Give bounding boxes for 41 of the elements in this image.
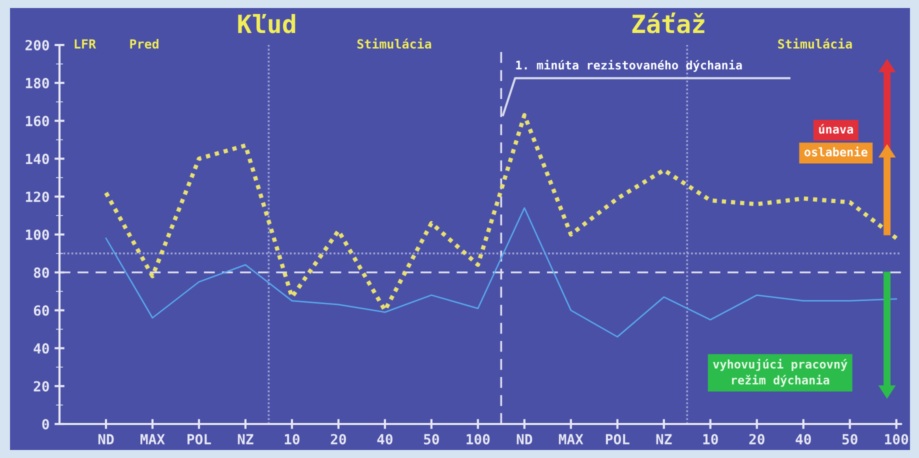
x-tick-label: 100 [885, 434, 908, 444]
y-axis-title: LFR [74, 39, 96, 48]
annotation: Pred [130, 38, 158, 49]
x-tick-label: NZ [238, 434, 254, 444]
y-tick-label: 100 [26, 229, 49, 240]
y-tick-label: 60 [34, 305, 49, 316]
y-tick-label: 140 [26, 154, 49, 164]
x-tick-label: MAX [558, 434, 584, 444]
text: Záťaž [632, 12, 704, 34]
x-tick-label: MAX [140, 434, 165, 444]
y-tick-label: 80 [34, 267, 49, 278]
x-tick-label: 20 [330, 434, 346, 444]
y-tick-label: 40 [34, 343, 49, 354]
y-tick-label: 180 [26, 78, 49, 88]
y-tick-label: 160 [26, 116, 49, 126]
x-tick-label: 40 [796, 434, 811, 444]
x-tick-label: 40 [377, 434, 392, 444]
annotation: 1. minúta rezistovaného dýchania [516, 60, 742, 72]
x-tick-label: POL [606, 434, 630, 444]
line-series [105, 207, 898, 338]
y-tick-label: 20 [34, 381, 49, 392]
x-tick-label: 20 [749, 434, 764, 444]
y-tick-label: 120 [26, 192, 49, 202]
annotation: únava [819, 124, 853, 134]
x-tick-label: POL [188, 434, 211, 444]
x-tick-label: NZ [656, 434, 672, 444]
annotation: oslabenie [804, 146, 868, 156]
annotation: Stimulácia [357, 38, 432, 49]
text: Kľud [238, 14, 296, 34]
x-tick-label: 10 [284, 434, 300, 444]
x-tick-label: 50 [842, 434, 858, 444]
y-tick-label: 200 [25, 40, 49, 50]
x-tick-label: ND [98, 434, 114, 444]
x-tick-label: 50 [424, 434, 439, 444]
x-tick-label: ND [516, 434, 532, 444]
y-tick-label: 0 [42, 418, 49, 430]
x-tick-label: 10 [703, 434, 718, 444]
x-tick-label: 100 [466, 434, 490, 444]
annotation: Stimulácia [778, 38, 852, 49]
line-series [104, 113, 898, 312]
annotation: vyhovujúci pracovný režim dýchania [713, 358, 848, 387]
